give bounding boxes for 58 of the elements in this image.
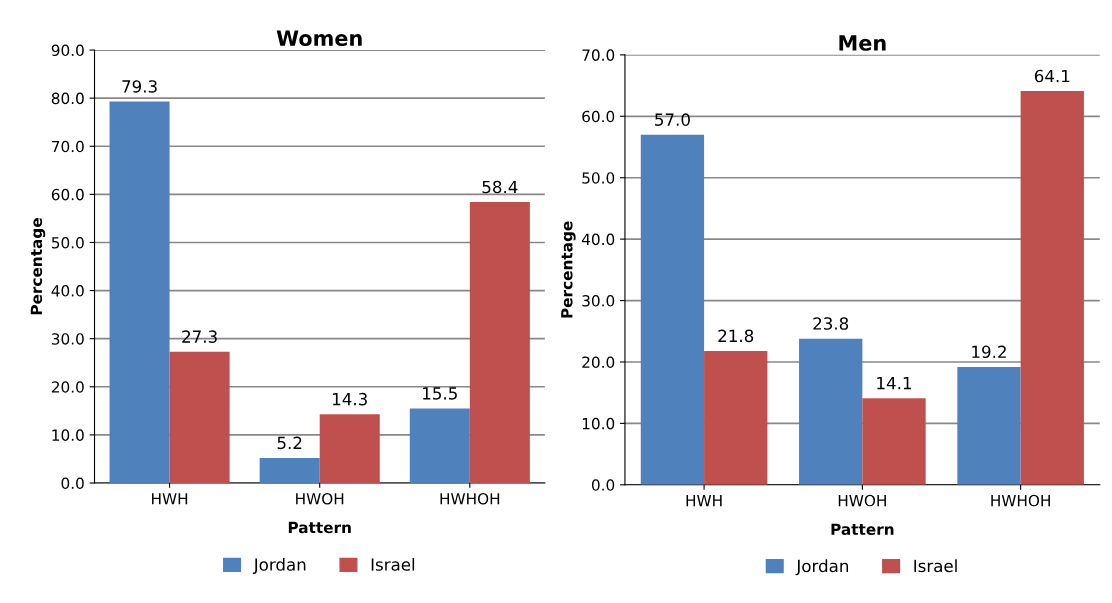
data-label: 19.2 — [972, 345, 1006, 359]
y-axis-title: Percentage — [30, 218, 46, 315]
y-tick-label: 50.0 — [582, 172, 615, 184]
y-tick-label: 20.0 — [51, 381, 84, 393]
y-tick-label: 30.0 — [582, 295, 615, 307]
x-axis-title: Pattern — [288, 521, 351, 534]
y-tick-label: 70.0 — [52, 140, 84, 153]
y-tick-label: 90.0 — [51, 44, 84, 57]
x-tick-label: HWHOH — [991, 494, 1050, 507]
data-label: 58.4 — [482, 180, 518, 194]
bar — [799, 338, 863, 485]
y-tick-label: 40.0 — [581, 233, 615, 246]
y-tick-label: 70.0 — [582, 49, 615, 61]
y-tick-label: 60.0 — [51, 188, 84, 201]
data-label: 21.8 — [718, 329, 754, 343]
y-tick-label: 20.0 — [582, 356, 615, 368]
y-tick-label: 0.0 — [61, 477, 84, 490]
y-tick-label: 40.0 — [51, 285, 84, 297]
y-tick-label: 0.0 — [591, 479, 615, 491]
data-label: 79.3 — [122, 80, 157, 93]
data-label: 5.2 — [277, 436, 302, 450]
x-axis-title: Pattern — [831, 523, 894, 536]
data-label: 57.0 — [655, 113, 690, 126]
legend-label: Jordan — [795, 559, 849, 576]
bar — [109, 101, 170, 483]
x-tick-label: HWH — [686, 495, 722, 507]
data-label: 14.3 — [333, 392, 367, 406]
bar — [957, 366, 1021, 485]
y-tick-label: 80.0 — [51, 92, 84, 105]
data-label: 14.1 — [877, 377, 912, 390]
x-tick-label: HWOH — [296, 492, 344, 505]
bar — [704, 350, 768, 485]
bar — [862, 398, 926, 485]
chart-title: Men — [839, 35, 886, 51]
x-tick-label: HWHOH — [440, 492, 500, 505]
bar — [409, 408, 470, 483]
y-tick-label: 30.0 — [51, 333, 84, 345]
bar — [319, 414, 380, 483]
data-label: 23.8 — [813, 317, 849, 330]
y-tick-label: 60.0 — [582, 110, 615, 123]
bar — [469, 202, 530, 483]
chart-title: Women — [276, 30, 362, 47]
bar — [1020, 91, 1084, 485]
legend-label: Israel — [371, 557, 415, 571]
data-label: 15.5 — [423, 387, 457, 400]
bar — [259, 457, 320, 483]
data-label: 64.1 — [1034, 69, 1070, 83]
legend-label: Israel — [914, 559, 957, 573]
legend-label: Jordan — [252, 557, 306, 574]
y-tick-label: 50.0 — [51, 236, 84, 249]
bar — [169, 351, 230, 483]
y-tick-label: 10.0 — [52, 429, 84, 441]
x-tick-label: HWOH — [838, 494, 886, 507]
bar — [640, 134, 705, 485]
x-tick-label: HWH — [152, 493, 188, 505]
y-axis-title: Percentage — [561, 221, 576, 318]
y-tick-label: 10.0 — [582, 417, 615, 430]
data-label: 27.3 — [182, 330, 217, 343]
